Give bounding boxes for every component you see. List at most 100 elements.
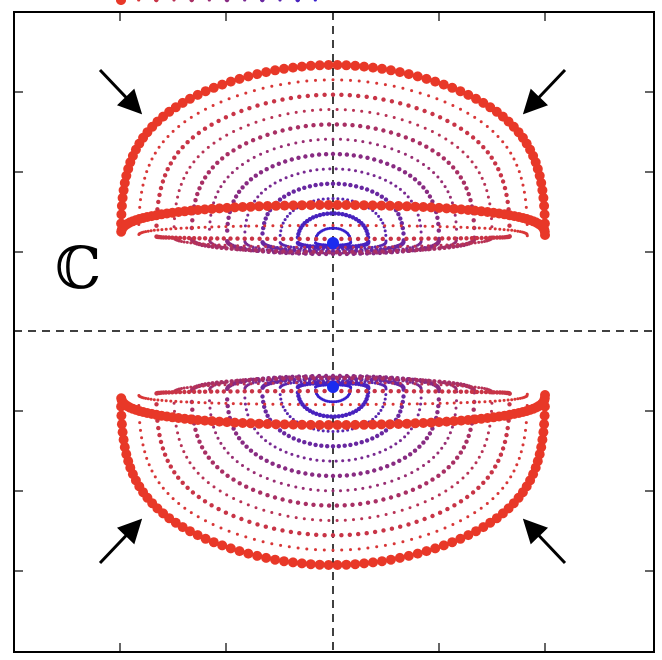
curve-dot xyxy=(406,103,411,108)
curve-dot xyxy=(343,245,347,249)
curve-dot xyxy=(435,97,439,101)
curve-dot xyxy=(406,522,411,527)
curve-dot xyxy=(342,375,347,381)
curve-dot xyxy=(419,389,424,394)
curve-dot xyxy=(421,546,432,557)
curve-dot xyxy=(227,97,231,101)
curve-dot xyxy=(358,123,363,129)
curve-dot xyxy=(489,155,494,160)
curve-dot xyxy=(201,242,205,246)
curve-dot xyxy=(498,173,504,178)
curve-dot xyxy=(247,402,251,406)
curve-dot xyxy=(479,120,483,124)
curve-dot xyxy=(208,389,214,394)
curve-dot xyxy=(401,240,406,245)
curve-dot xyxy=(225,543,236,554)
curve-dot xyxy=(372,174,376,178)
curve-dot xyxy=(360,456,364,460)
curve-dot xyxy=(259,152,263,156)
curve-dot xyxy=(344,152,350,157)
curve-dot xyxy=(507,402,512,407)
curve-dot xyxy=(350,376,355,381)
curve-dot xyxy=(212,383,216,387)
curve-dot xyxy=(239,108,244,114)
curve-dot xyxy=(152,398,156,402)
curve-dot xyxy=(206,242,210,246)
curve-dot xyxy=(219,441,223,445)
curve-dot xyxy=(176,475,181,480)
curve-dot xyxy=(224,0,230,3)
curve-dot xyxy=(144,396,148,400)
curve-dot xyxy=(268,184,272,188)
curve-dot xyxy=(330,226,334,230)
curve-dot xyxy=(496,135,500,138)
curve-dot xyxy=(164,399,168,403)
curve-dot xyxy=(375,245,379,249)
curve-dot xyxy=(334,122,340,127)
curve-dot xyxy=(339,236,344,242)
curve-dot xyxy=(496,492,500,495)
curve-dot xyxy=(489,470,494,475)
curve-dot xyxy=(325,444,330,449)
curve-dot xyxy=(244,484,249,489)
curve-dot xyxy=(385,200,395,211)
curve-dot xyxy=(222,180,226,184)
curve-dot xyxy=(358,501,363,507)
curve-dot xyxy=(267,377,272,382)
curve-dot xyxy=(471,407,476,412)
curve-dot xyxy=(154,223,159,228)
curve-dot xyxy=(160,179,166,184)
curve-dot xyxy=(433,382,437,386)
curve-dot xyxy=(296,172,300,176)
curve-dot xyxy=(507,223,512,228)
curve-dot xyxy=(116,209,127,220)
curve-dot xyxy=(446,389,451,394)
curve-dot xyxy=(406,382,410,386)
curve-dot xyxy=(193,385,197,389)
curve-dot xyxy=(208,227,211,231)
curve-dot xyxy=(473,241,477,245)
curve-dot xyxy=(331,78,335,82)
curve-dot xyxy=(319,503,324,508)
curve-dot xyxy=(516,229,520,233)
curve-dot xyxy=(234,546,245,557)
arrow xyxy=(522,518,567,565)
curve-dot xyxy=(150,157,154,161)
curve-dot xyxy=(441,203,452,214)
curve-dot xyxy=(379,218,383,222)
curve-dot xyxy=(357,224,361,227)
curve-dot xyxy=(398,524,403,529)
curve-dot xyxy=(455,399,458,403)
curve-dot xyxy=(403,135,408,140)
curve-dot xyxy=(325,414,330,419)
curve-dot xyxy=(336,211,341,216)
curve-dot xyxy=(219,100,223,104)
curve-dot xyxy=(254,120,258,124)
curve-dot xyxy=(383,402,387,406)
curve-dot xyxy=(491,497,495,501)
curve-dot xyxy=(510,398,514,402)
arrows xyxy=(98,68,567,565)
curve-dot xyxy=(190,218,195,223)
curve-dot xyxy=(296,403,300,406)
curve-dot xyxy=(279,448,282,452)
curve-dot xyxy=(270,554,281,565)
curve-dot xyxy=(274,248,279,254)
curve-dot xyxy=(214,431,218,435)
curve-dot xyxy=(325,211,330,216)
curve-dot xyxy=(259,474,263,478)
curve-dot xyxy=(192,530,203,541)
curve-dot xyxy=(339,374,342,378)
curve-dot xyxy=(420,382,424,386)
curve-dot xyxy=(413,244,417,248)
curve-dot xyxy=(427,194,433,199)
curve-dot xyxy=(219,380,224,385)
curve-dot xyxy=(432,379,437,384)
curve-dot xyxy=(314,548,317,552)
curve-dot xyxy=(309,374,313,378)
curve-dot xyxy=(539,200,550,211)
curve-dot xyxy=(341,60,352,71)
curve-dot xyxy=(521,183,525,187)
curve-dot xyxy=(196,111,200,115)
curve-dot xyxy=(212,141,216,145)
